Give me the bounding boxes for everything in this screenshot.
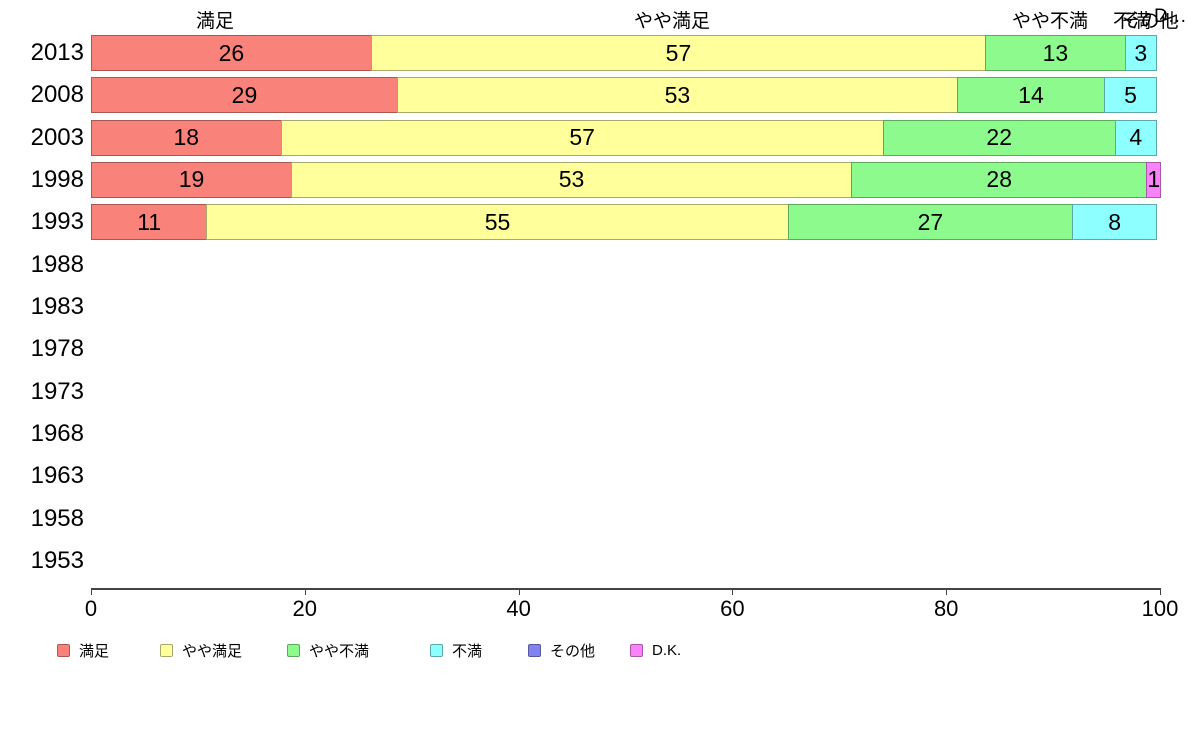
bar-value-label: 1 xyxy=(1147,166,1161,193)
year-axis-label: 1953 xyxy=(30,546,84,574)
bar-value-label: 3 xyxy=(1134,39,1148,66)
legend-swatch xyxy=(630,643,643,657)
bar-segment: 11 xyxy=(91,204,208,241)
legend-swatch xyxy=(528,643,541,657)
bar-value-label: 29 xyxy=(231,81,258,108)
bar-segment: 3 xyxy=(1124,35,1157,71)
bar-row: 11 55 27 8 xyxy=(91,204,1160,241)
bar-segment: 53 xyxy=(291,161,853,198)
x-axis-tick-label: 80 xyxy=(933,596,959,621)
x-axis-tick-label: 100 xyxy=(1141,596,1179,621)
bar-row: 26 57 13 3 xyxy=(91,35,1160,71)
year-axis-label: 1978 xyxy=(30,335,84,363)
legend-label: D.K. xyxy=(652,641,682,659)
bar-value-label: 13 xyxy=(1042,39,1069,66)
bar-segment: 55 xyxy=(206,204,789,241)
legend-label: 満足 xyxy=(79,642,110,660)
legend-label: やや満足 xyxy=(182,642,243,660)
bar-segment: 1 xyxy=(1146,161,1162,198)
legend-item: やや不満 xyxy=(287,642,370,660)
bar-value-label: 19 xyxy=(178,166,205,193)
bar-value-label: 18 xyxy=(173,124,200,151)
legend-label: やや不満 xyxy=(309,642,370,660)
bar-value-label: 22 xyxy=(986,124,1013,151)
legend-swatch xyxy=(160,643,173,657)
bar-value-label: 4 xyxy=(1129,124,1143,151)
bar-segment: 57 xyxy=(280,119,884,156)
bar-row: 19 53 28 1 xyxy=(91,161,1162,198)
year-axis-label: 1988 xyxy=(30,250,84,278)
x-axis-tick xyxy=(1160,588,1161,595)
legend-item: やや満足 xyxy=(160,642,243,660)
bar-segment: 53 xyxy=(396,77,958,114)
x-axis-line xyxy=(91,588,1160,590)
year-axis-label: 2008 xyxy=(30,81,84,109)
year-axis-label: 1993 xyxy=(30,208,84,236)
x-axis-tick xyxy=(946,588,948,595)
bar-segment: 13 xyxy=(985,35,1126,71)
year-axis-label: 1963 xyxy=(30,462,84,490)
column-header-label: 不満 xyxy=(1112,11,1152,32)
year-axis-label: 2003 xyxy=(30,123,84,151)
bar-segment: 19 xyxy=(91,161,293,198)
bar-row: 29 53 14 5 xyxy=(91,77,1160,114)
bar-value-label: 53 xyxy=(558,166,585,193)
bar-segment: 5 xyxy=(1104,77,1157,114)
column-header-label: 満足 xyxy=(195,11,235,32)
bar-value-label: 28 xyxy=(986,166,1013,193)
bar-value-label: 27 xyxy=(917,208,944,235)
x-axis-tick xyxy=(91,588,92,595)
year-axis-label: 1983 xyxy=(30,292,84,320)
bar-segment: 18 xyxy=(91,119,282,156)
year-axis-label: 1958 xyxy=(30,504,84,532)
bar-segment: 28 xyxy=(851,161,1148,198)
year-axis-label: 1968 xyxy=(30,419,84,447)
x-axis-tick-label: 0 xyxy=(84,596,98,621)
year-axis-label: 2013 xyxy=(30,39,84,66)
x-axis-tick xyxy=(304,588,306,595)
bar-segment: 22 xyxy=(882,119,1116,156)
legend-item: D.K. xyxy=(630,641,682,659)
bar-value-label: 5 xyxy=(1124,81,1137,108)
bar-value-label: 53 xyxy=(664,81,691,108)
legend-item: その他 xyxy=(528,642,596,660)
column-header-label: やや満足 xyxy=(633,11,711,32)
legend-item: 満足 xyxy=(57,642,110,660)
bar-segment: 29 xyxy=(91,77,398,114)
year-axis-label: 1973 xyxy=(30,377,84,405)
bar-segment: 8 xyxy=(1072,204,1157,241)
legend-swatch xyxy=(430,643,443,657)
legend-swatch xyxy=(287,643,300,657)
bar-segment: 27 xyxy=(787,204,1074,241)
x-axis-tick-label: 40 xyxy=(506,596,531,621)
column-header-label: D.K. xyxy=(1154,6,1188,27)
column-header-label: その他 xyxy=(1121,11,1179,32)
bar-segment: 57 xyxy=(370,35,987,71)
bar-value-label: 55 xyxy=(484,208,511,235)
x-axis-tick-label: 60 xyxy=(720,596,745,621)
bar-segment: 14 xyxy=(956,77,1106,114)
bar-value-label: 26 xyxy=(218,39,245,66)
legend-swatch xyxy=(57,643,70,657)
bar-segment: 26 xyxy=(91,35,372,71)
bar-value-label: 11 xyxy=(137,208,162,235)
legend-label: その他 xyxy=(550,642,596,660)
bar-value-label: 57 xyxy=(569,124,595,151)
bar-row: 18 57 22 4 xyxy=(91,119,1160,156)
x-axis-tick xyxy=(732,588,734,595)
bar-value-label: 8 xyxy=(1108,208,1122,235)
bar-value-label: 57 xyxy=(665,39,692,66)
column-header-label: やや不満 xyxy=(1011,11,1089,32)
x-axis-tick xyxy=(518,588,520,595)
bar-segment: 4 xyxy=(1114,119,1157,156)
x-axis-tick-label: 20 xyxy=(292,596,318,621)
bar-value-label: 14 xyxy=(1018,81,1044,108)
year-axis-label: 1998 xyxy=(30,165,84,193)
legend-item: 不満 xyxy=(430,642,483,660)
legend-label: 不満 xyxy=(452,642,483,660)
